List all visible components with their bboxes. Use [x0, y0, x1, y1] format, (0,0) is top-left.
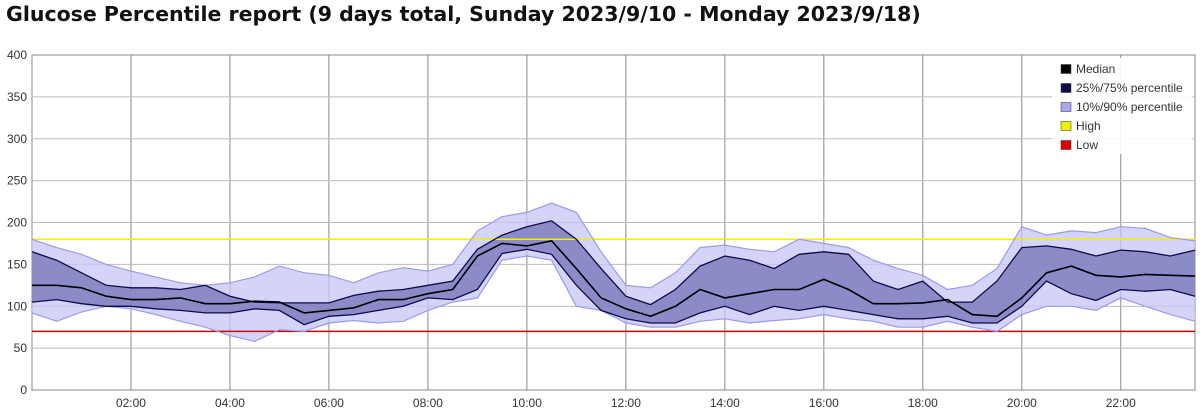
y-tick-label: 250 [7, 174, 27, 188]
y-tick-label: 200 [7, 216, 27, 230]
x-tick-label: 04:00 [215, 396, 245, 410]
y-tick-label: 50 [14, 341, 28, 355]
percentile-bands [32, 203, 1195, 342]
x-tick-label: 06:00 [314, 396, 344, 410]
x-tick-label: 12:00 [611, 396, 641, 410]
legend-swatch [1060, 140, 1072, 150]
x-tick-label: 08:00 [413, 396, 443, 410]
y-tick-label: 100 [7, 299, 27, 313]
band-25-75-percentile [32, 220, 1195, 325]
line-p75 [31, 220, 1196, 306]
legend: Median 25%/75% percentile 10%/90% percenti… [1052, 58, 1192, 154]
y-tick-label: 350 [7, 90, 27, 104]
x-tick-label: 14:00 [710, 396, 740, 410]
y-tick-label: 300 [7, 132, 27, 146]
y-tick-label: 150 [7, 257, 27, 271]
line-median [32, 240, 1196, 318]
chart-title: Glucose Percentile report (9 days total,… [6, 2, 921, 26]
x-tick-label: 20:00 [1007, 396, 1037, 410]
legend-label: High [1076, 119, 1101, 133]
legend-swatch [1060, 121, 1072, 131]
x-tick-label: 18:00 [908, 396, 938, 410]
legend-label: Median [1076, 62, 1115, 76]
line-p90 [31, 202, 1196, 291]
x-tick-label: 22:00 [1106, 396, 1136, 410]
legend-swatch [1060, 64, 1072, 74]
percentile-lines [31, 202, 1196, 343]
x-tick-label: 16:00 [809, 396, 839, 410]
legend-box [1052, 58, 1192, 154]
reference-lines [32, 238, 1195, 333]
legend-label: 25%/75% percentile [1076, 81, 1183, 95]
legend-label: Low [1076, 138, 1098, 152]
legend-swatch [1060, 102, 1072, 112]
x-tick-label: 02:00 [116, 396, 146, 410]
y-tick-label: 400 [7, 48, 27, 62]
x-axis: 02:00 04:00 06:00 08:00 10:00 12:00 14:00 16:00… [116, 396, 1136, 410]
line-p10 [31, 255, 1196, 343]
x-tick-label: 10:00 [512, 396, 542, 410]
y-axis: 0 50 100 150 200 250 300 350 400 [7, 48, 27, 397]
legend-swatch [1060, 83, 1072, 93]
legend-label: 10%/90% percentile [1076, 100, 1183, 114]
line-p25 [31, 248, 1196, 326]
y-tick-label: 0 [20, 383, 27, 397]
